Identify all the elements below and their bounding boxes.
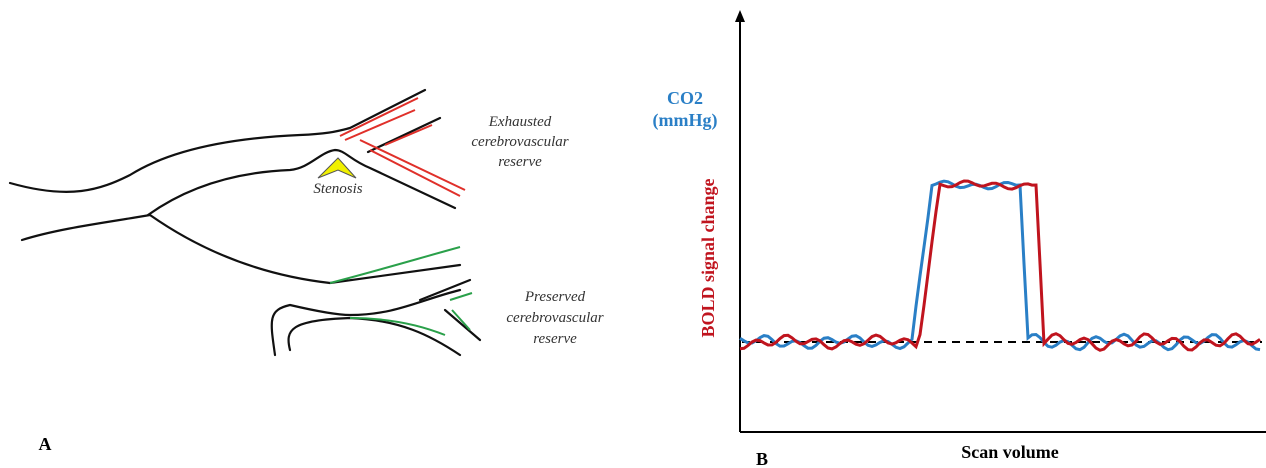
panel-label: B bbox=[756, 449, 768, 468]
preserved-line: reserve bbox=[533, 331, 577, 347]
stenosis-label: Stenosis bbox=[313, 181, 362, 197]
exhausted-line: cerebrovascular bbox=[471, 134, 568, 150]
green-branch bbox=[329, 246, 473, 336]
panel-a: Stenosis Exhausted cerebrovascular reser… bbox=[8, 88, 604, 454]
exhausted-line: Exhausted bbox=[488, 114, 552, 130]
co2-label: (mmHg) bbox=[653, 110, 718, 131]
vessel bbox=[366, 116, 442, 154]
bold-label: BOLD signal change bbox=[698, 178, 718, 337]
preserved-line: cerebrovascular bbox=[506, 310, 603, 326]
bold-trace bbox=[739, 179, 1261, 352]
vessel bbox=[8, 88, 427, 193]
preserved-line: Preserved bbox=[524, 289, 586, 305]
red-branch bbox=[339, 97, 466, 197]
stenosis-marker bbox=[317, 157, 357, 179]
x-axis-label: Scan volume bbox=[961, 442, 1059, 462]
axis-arrow bbox=[735, 10, 745, 22]
co2-label: CO2 bbox=[667, 88, 703, 108]
panel-label: A bbox=[39, 434, 52, 454]
vessel bbox=[270, 288, 462, 357]
co2-trace bbox=[739, 179, 1261, 352]
vessel bbox=[146, 148, 457, 217]
vessel bbox=[20, 213, 462, 285]
vessel bbox=[418, 278, 482, 342]
vessel bbox=[287, 316, 462, 357]
panel-b: CO2 (mmHg) BOLD signal change Scan volum… bbox=[653, 10, 1266, 468]
exhausted-line: reserve bbox=[498, 154, 542, 170]
